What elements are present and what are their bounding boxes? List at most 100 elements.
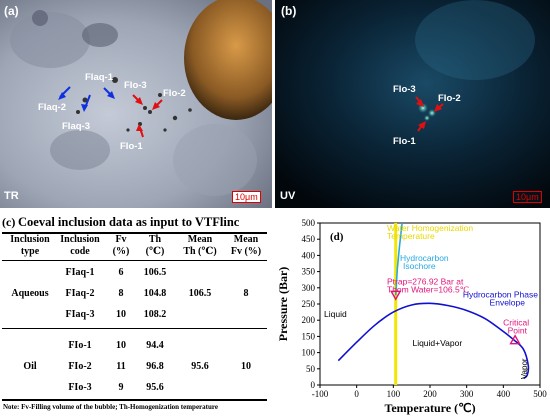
- annotation-8: Critical: [503, 318, 529, 328]
- label-fio-3: FIo-3: [124, 80, 147, 91]
- header-inclusion-code-1: Inclusion: [60, 234, 100, 245]
- panel-label-a: (a): [4, 4, 19, 18]
- panel-label-c: (c): [2, 215, 16, 229]
- cell-code: FIaq-2: [65, 288, 95, 299]
- table-bottom-rule: [2, 399, 267, 401]
- cell-code: FIo-2: [68, 361, 92, 372]
- table-group-rule: [2, 328, 267, 329]
- header-inclusion-code-2: code: [70, 246, 90, 257]
- cell-code: FIaq-1: [65, 267, 95, 278]
- phase-diagram-panel: -100 0 100 200 300 400 500 0 50 100 150 200 250 300 35…: [275, 213, 550, 415]
- cell-fv: 6: [118, 267, 124, 278]
- label-uv-fio-2: FIo-2: [438, 93, 461, 104]
- cell-th: 104.8: [143, 288, 167, 299]
- x-tick-label: -100: [312, 389, 329, 399]
- cell-mean-fv: 10: [241, 361, 251, 372]
- y-tick-label: 200: [302, 315, 316, 325]
- table-note: Note: Fv-Filling volume of the bubble; T…: [3, 403, 218, 411]
- cell-th: 96.8: [146, 361, 164, 372]
- cell-mean-fv: 8: [243, 288, 249, 299]
- group-type-aqueous: Aqueous: [11, 288, 49, 299]
- annotation-10: Liquid: [324, 309, 347, 319]
- marker-critical: [509, 334, 521, 345]
- annotation-7: Envelope: [490, 297, 526, 307]
- header-mean-th-1: Mean: [187, 234, 213, 245]
- annotation-4: Ptrap=276.92 Bar at: [387, 276, 464, 286]
- cell-code: FIaq-3: [65, 309, 95, 320]
- cell-code: FIo-1: [68, 340, 92, 351]
- y-tick-label: 250: [302, 299, 316, 309]
- y-tick-label: 150: [302, 331, 316, 341]
- series-line-0: [337, 302, 530, 380]
- header-inclusion-type-1: Inclusion: [10, 234, 50, 245]
- table-header-rule: [2, 260, 267, 261]
- header-th-2: (℃): [145, 246, 165, 257]
- panel-label-b: (b): [281, 4, 297, 18]
- scale-bar-b: 10μm: [513, 191, 542, 203]
- mode-label-uv: UV: [280, 190, 296, 202]
- y-tick-label: 50: [306, 364, 316, 374]
- header-inclusion-type-2: type: [20, 246, 40, 257]
- x-tick-label: 400: [497, 389, 511, 399]
- y-tick-label: 0: [311, 380, 316, 390]
- micrograph-tr-image: [0, 0, 272, 208]
- y-axis-label: Pressure (Bar): [276, 267, 290, 342]
- x-tick-label: 500: [533, 389, 547, 399]
- panel-label-d: (d): [330, 231, 344, 243]
- annotation-2: Hydrocarbon: [400, 253, 449, 263]
- label-fiaq-2: FIaq-2: [38, 102, 66, 113]
- cell-th: 106.5: [143, 267, 167, 278]
- annotation-1: Temperature: [387, 231, 435, 241]
- cell-mean-th: 106.5: [188, 288, 212, 299]
- cell-th: 108.2: [143, 309, 167, 320]
- x-tick-label: 0: [354, 389, 359, 399]
- label-fio-2: FIo-2: [163, 88, 186, 99]
- table-title: Coeval inclusion data as input to VTFlin…: [18, 215, 240, 229]
- x-tick-label: 100: [387, 389, 401, 399]
- cell-fv: 10: [116, 309, 126, 320]
- annotation-12: Vapor: [520, 358, 529, 379]
- micrograph-tr-panel: (a) TR 10μm FIaq-1 FIaq-2 FIaq-3 FIo-3 F…: [0, 0, 273, 208]
- group-type-oil: Oil: [23, 361, 37, 372]
- scale-bar-a: 10μm: [232, 191, 261, 203]
- x-axis-label: Temperature (℃): [384, 401, 475, 415]
- header-fv-2: (%): [112, 246, 130, 257]
- y-tick-label: 450: [302, 234, 316, 244]
- y-tick-label: 500: [302, 218, 316, 228]
- annotation-0: Water Homogenization: [387, 223, 473, 233]
- cell-code: FIo-3: [68, 382, 92, 393]
- y-tick-label: 100: [302, 348, 316, 358]
- x-tick-label: 200: [423, 389, 437, 399]
- label-fiaq-1: FIaq-1: [85, 72, 113, 83]
- header-mean-fv-1: Mean: [233, 234, 259, 245]
- header-mean-th-2: Th (℃): [183, 246, 217, 257]
- table-top-rule: [2, 232, 267, 234]
- x-tick-label: 300: [460, 389, 474, 399]
- cell-fv: 11: [116, 361, 126, 372]
- label-fiaq-3: FIaq-3: [62, 121, 90, 132]
- inclusion-data-table: (c) Coeval inclusion data as input to VT…: [0, 213, 272, 415]
- phase-diagram-chart: -100 0 100 200 300 400 50005010015020025030035…: [276, 218, 547, 415]
- cell-fv: 8: [118, 288, 124, 299]
- cell-th: 94.4: [146, 340, 164, 351]
- label-uv-fio-3: FIo-3: [393, 84, 416, 95]
- header-mean-fv-2: Fv (%): [230, 246, 262, 257]
- y-tick-label: 300: [302, 283, 316, 293]
- cell-fv: 9: [118, 382, 124, 393]
- mode-label-tr: TR: [4, 190, 19, 202]
- y-tick-label: 350: [302, 267, 316, 277]
- label-fio-1: FIo-1: [120, 141, 143, 152]
- annotation-11: Liquid+Vapor: [412, 338, 462, 348]
- y-tick-label: 400: [302, 250, 316, 260]
- cell-fv: 10: [116, 340, 126, 351]
- annotation-6: Hydrocarbon Phase: [463, 289, 538, 299]
- micrograph-uv-image: [275, 0, 550, 208]
- cell-mean-th: 95.6: [191, 361, 209, 372]
- annotation-3: Isochore: [403, 261, 436, 271]
- cell-th: 95.6: [146, 382, 164, 393]
- micrograph-uv-panel: (b) UV 10μm FIo-3 FIo-2 FIo-1: [275, 0, 550, 208]
- annotation-9: Point: [508, 326, 528, 336]
- header-th-1: Th: [148, 234, 162, 245]
- series-line-1: [394, 222, 403, 296]
- label-uv-fio-1: FIo-1: [393, 136, 416, 147]
